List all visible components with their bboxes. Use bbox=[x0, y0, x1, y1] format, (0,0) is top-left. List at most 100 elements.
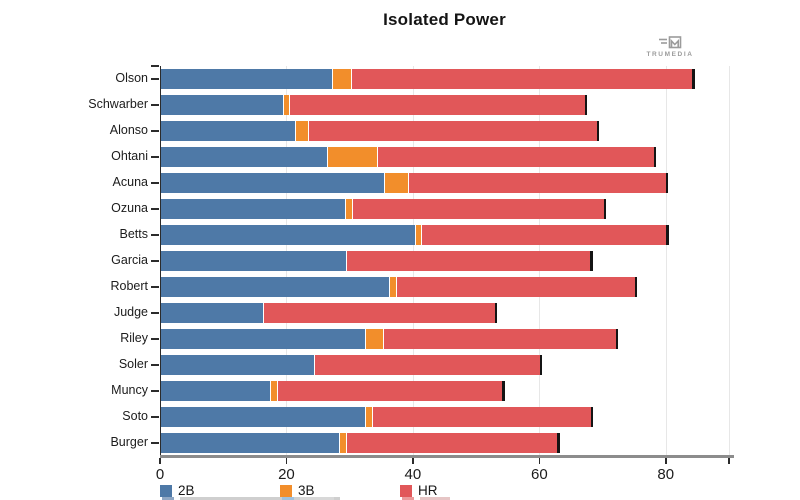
clipped-chip bbox=[282, 497, 294, 500]
bar-row bbox=[161, 303, 730, 323]
plot-area bbox=[160, 66, 730, 456]
x-axis-tick bbox=[728, 458, 730, 464]
legend-swatch-3b bbox=[280, 484, 292, 497]
y-axis-label: Judge bbox=[113, 305, 148, 319]
bar-segment-3b bbox=[269, 381, 278, 401]
legend-label: 3B bbox=[298, 483, 315, 498]
bar-segment-hr bbox=[263, 303, 498, 323]
y-axis-tick bbox=[151, 104, 159, 106]
clipped-text-fragment bbox=[420, 497, 450, 500]
bar-total-cap bbox=[502, 381, 505, 401]
bar-segment-2b bbox=[161, 433, 340, 453]
y-axis-label: Soler bbox=[118, 357, 148, 371]
bar-segment-hr bbox=[313, 355, 543, 375]
x-axis-tick-label: 0 bbox=[155, 466, 165, 483]
bar-row bbox=[161, 69, 730, 89]
gridline bbox=[729, 66, 730, 456]
bar-segment-3b bbox=[364, 329, 383, 349]
y-axis-label: Burger bbox=[110, 435, 148, 449]
bar-segment-hr bbox=[277, 381, 505, 401]
legend-label: HR bbox=[418, 483, 438, 498]
bar-segment-2b bbox=[161, 251, 347, 271]
y-axis-label: Betts bbox=[119, 227, 149, 241]
chart-title: Isolated Power bbox=[383, 10, 506, 29]
bar-segment-3b bbox=[344, 199, 352, 219]
bar-total-cap bbox=[666, 225, 669, 245]
x-axis-tick bbox=[285, 458, 288, 464]
bar-total-cap bbox=[603, 199, 607, 219]
bar-segment-hr bbox=[408, 173, 669, 193]
bar-segment-2b bbox=[161, 407, 365, 427]
bar-segment-hr bbox=[376, 147, 657, 167]
bar-segment-hr bbox=[346, 433, 560, 453]
legend-label: 2B bbox=[178, 483, 195, 498]
bar-segment-2b bbox=[161, 381, 270, 401]
bar-segment-2b bbox=[161, 355, 314, 375]
bar-row bbox=[161, 225, 730, 245]
legend: 2B 3B HR bbox=[160, 483, 520, 498]
clipped-chip bbox=[402, 497, 414, 500]
y-axis-tick bbox=[151, 312, 159, 314]
bar-segment-hr bbox=[351, 199, 607, 219]
y-axis-tick bbox=[151, 390, 159, 392]
bar-segment-3b bbox=[364, 407, 372, 427]
bar-total-cap bbox=[615, 329, 619, 349]
legend-swatch-hr bbox=[400, 484, 412, 497]
y-axis-label: Robert bbox=[110, 279, 148, 293]
y-axis-tick bbox=[151, 364, 159, 366]
bar-total-cap bbox=[584, 95, 588, 115]
clipped-text-fragment bbox=[300, 497, 334, 500]
bar-row bbox=[161, 381, 730, 401]
bar-segment-hr bbox=[288, 95, 588, 115]
y-axis-label: Muncy bbox=[111, 383, 148, 397]
y-axis-tick bbox=[151, 260, 159, 262]
bar-total-cap bbox=[590, 407, 594, 427]
legend-item-3b: 3B bbox=[280, 483, 400, 498]
legend-item-2b: 2B bbox=[160, 483, 280, 498]
bar-segment-2b bbox=[161, 147, 328, 167]
y-axis-tick bbox=[151, 442, 159, 444]
bar-row bbox=[161, 95, 730, 115]
y-axis-label: Riley bbox=[120, 331, 148, 345]
x-axis-line bbox=[160, 455, 734, 458]
bar-segment-hr bbox=[308, 121, 600, 141]
y-axis-tick bbox=[151, 338, 159, 340]
bar-segment-hr bbox=[351, 69, 695, 89]
bar-segment-hr bbox=[396, 277, 638, 297]
y-axis-label: Olson bbox=[115, 71, 148, 85]
y-axis-label: Soto bbox=[122, 409, 148, 423]
y-axis-tick bbox=[151, 182, 159, 184]
x-axis-tick bbox=[538, 458, 541, 464]
y-axis-tick bbox=[151, 208, 159, 210]
x-axis-tick bbox=[412, 458, 414, 464]
bar-segment-3b bbox=[283, 95, 289, 115]
y-axis-tick bbox=[151, 130, 159, 132]
y-axis-tick bbox=[151, 78, 159, 80]
bar-total-cap bbox=[692, 69, 695, 89]
x-axis-tick-label: 80 bbox=[657, 466, 675, 483]
bar-segment-3b bbox=[339, 433, 347, 453]
x-axis-tick-label: 20 bbox=[278, 466, 295, 483]
bar-segment-3b bbox=[414, 225, 422, 245]
y-axis-label: Garcia bbox=[111, 253, 148, 267]
bar-row bbox=[161, 251, 730, 271]
bar-segment-2b bbox=[161, 329, 365, 349]
clipped-bottom-row bbox=[0, 497, 800, 500]
legend-swatch-2b bbox=[160, 484, 172, 497]
trumedia-logo-text: TRUMEDIA bbox=[646, 51, 694, 58]
y-axis-tick bbox=[151, 234, 159, 236]
y-axis-tick bbox=[151, 416, 159, 418]
y-axis-tick bbox=[151, 286, 159, 288]
bar-row bbox=[161, 121, 730, 141]
bar-row bbox=[161, 329, 730, 349]
bar-segment-hr bbox=[371, 407, 594, 427]
y-axis-tick bbox=[151, 65, 159, 67]
trumedia-logo-icon bbox=[659, 36, 682, 49]
x-axis-tick bbox=[159, 458, 161, 464]
bar-total-cap bbox=[557, 433, 560, 453]
bar-segment-3b bbox=[389, 277, 397, 297]
bar-row bbox=[161, 277, 730, 297]
bar-row bbox=[161, 147, 730, 167]
bar-segment-2b bbox=[161, 95, 284, 115]
